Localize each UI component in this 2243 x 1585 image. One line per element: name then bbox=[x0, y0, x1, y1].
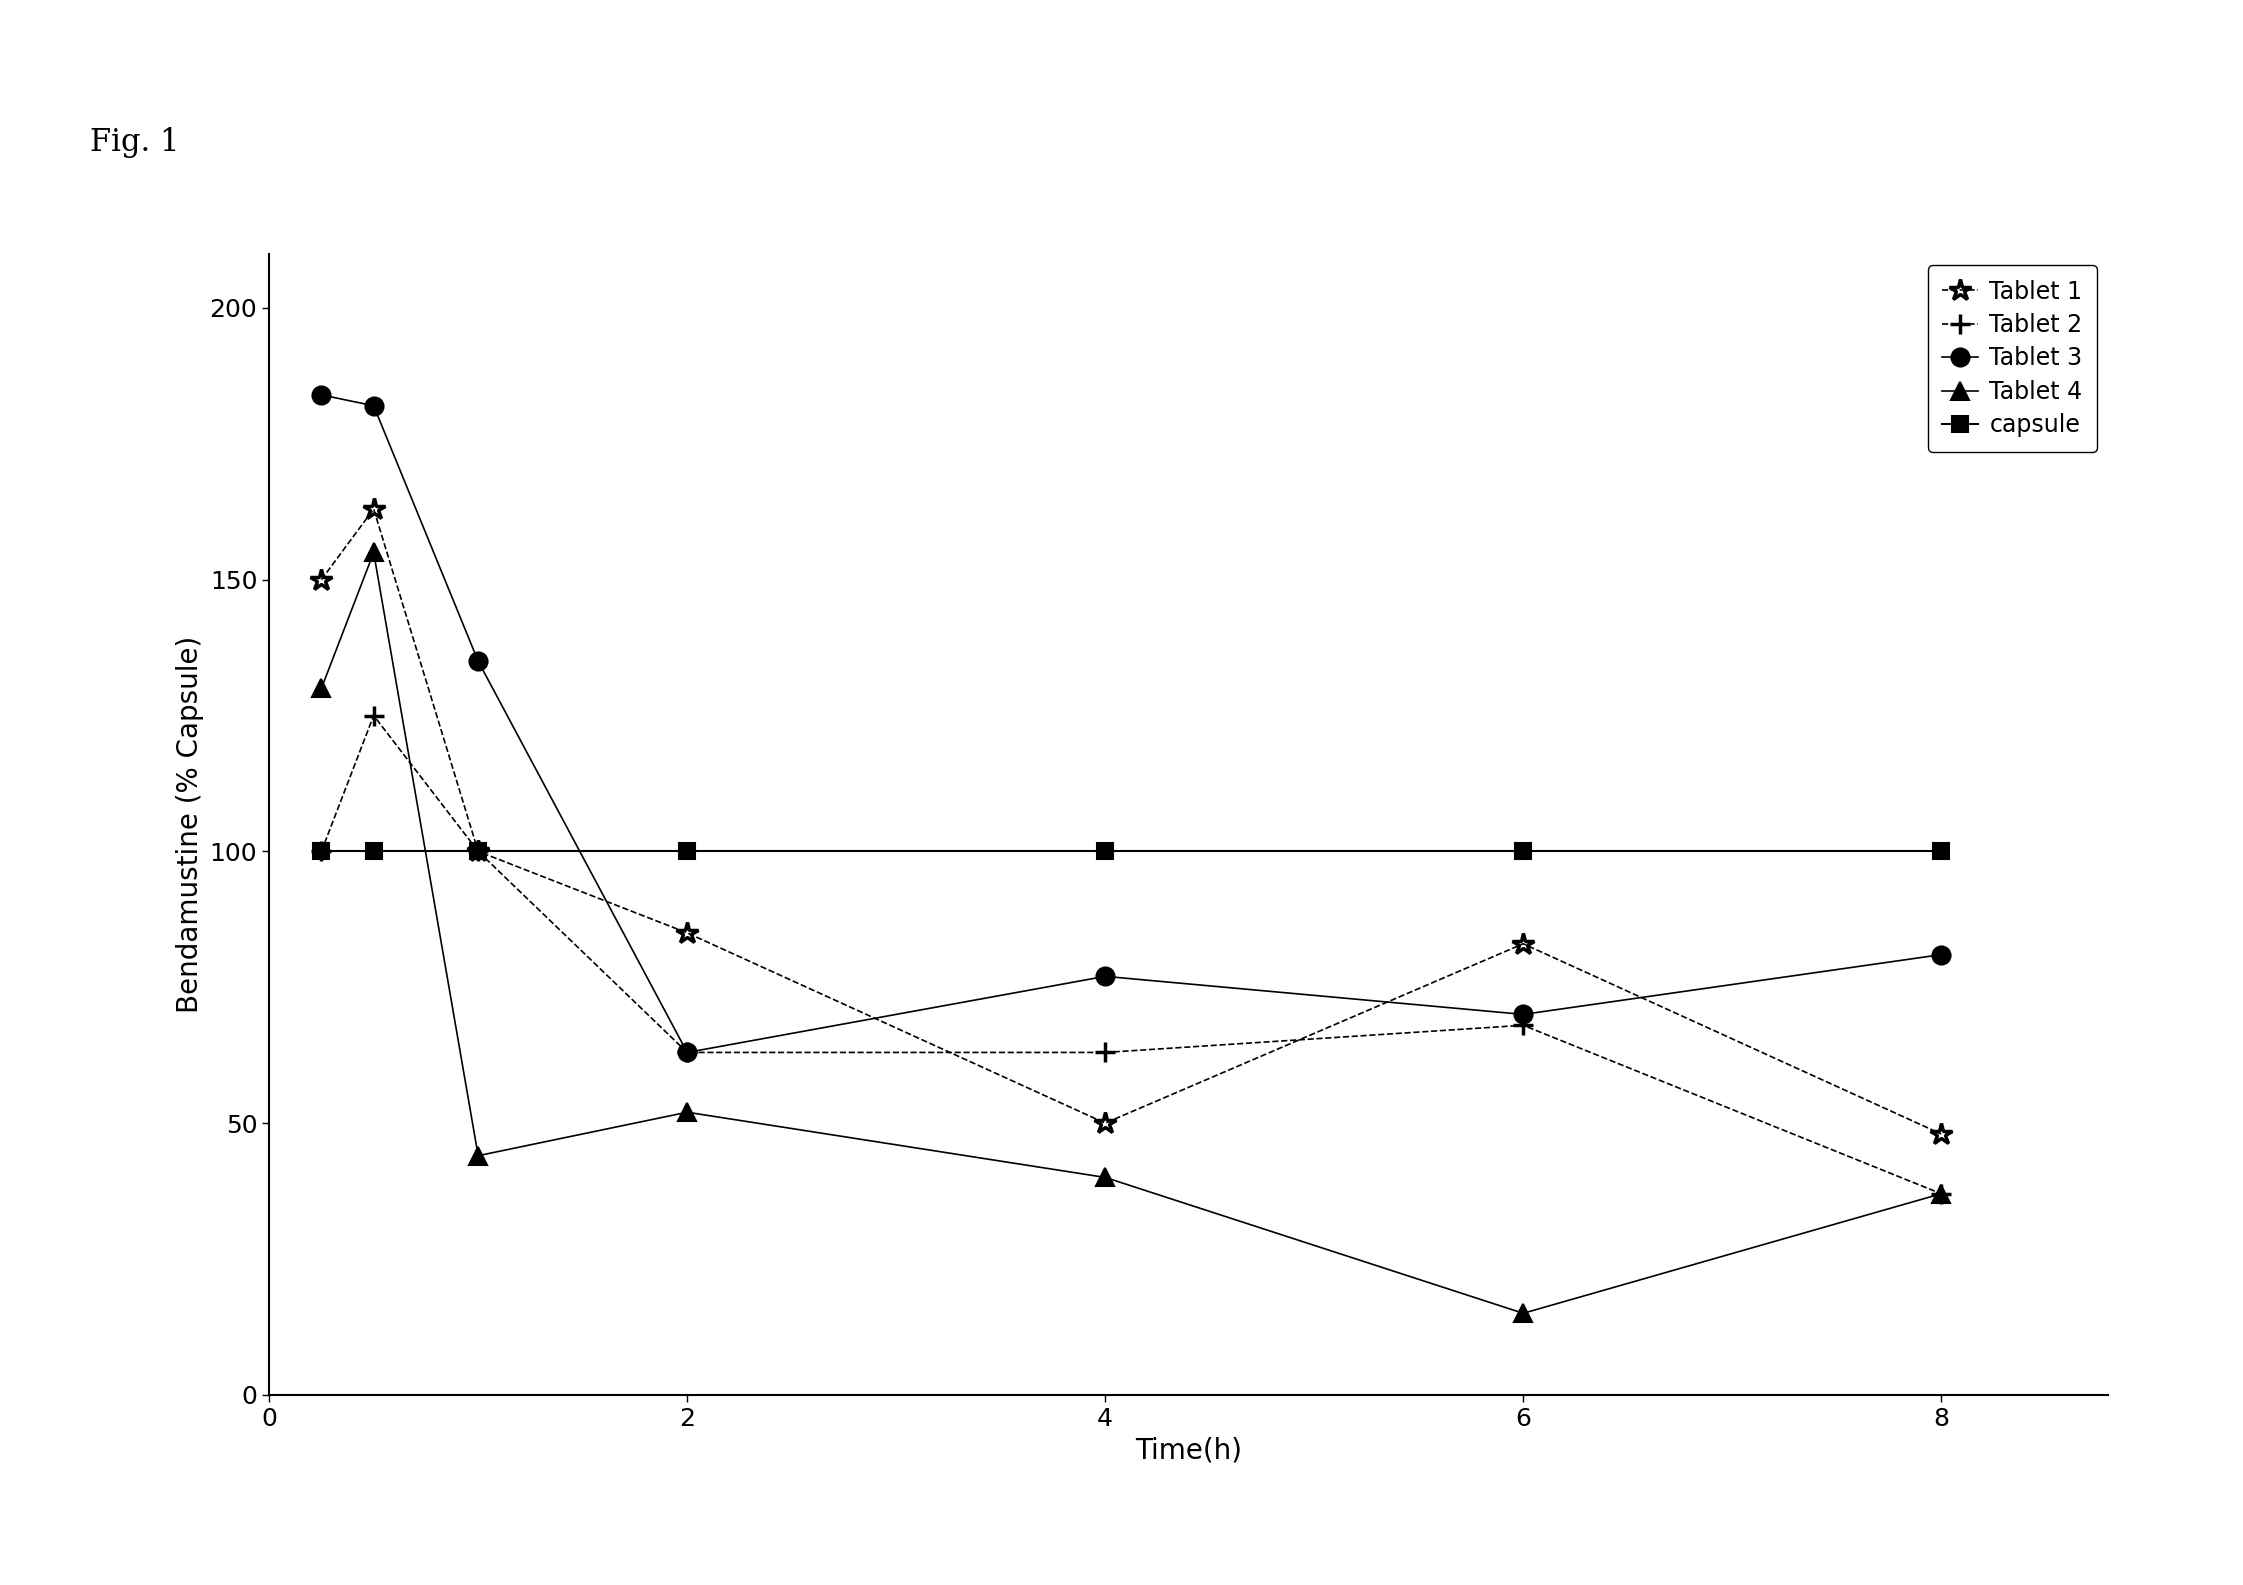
Text: Fig. 1: Fig. 1 bbox=[90, 127, 179, 158]
Tablet 2 bbox=[361, 705, 388, 724]
Line: Tablet 4: Tablet 4 bbox=[312, 544, 1949, 1322]
capsule bbox=[673, 842, 700, 861]
Tablet 4 bbox=[673, 1103, 700, 1122]
capsule bbox=[1092, 842, 1119, 861]
Tablet 4 bbox=[1927, 1184, 1954, 1203]
Tablet 3 bbox=[464, 651, 491, 670]
Line: Tablet 3: Tablet 3 bbox=[312, 385, 1949, 1062]
capsule bbox=[307, 842, 334, 861]
Tablet 1 bbox=[673, 924, 700, 943]
Legend: Tablet 1, Tablet 2, Tablet 3, Tablet 4, capsule: Tablet 1, Tablet 2, Tablet 3, Tablet 4, … bbox=[1929, 265, 2097, 452]
Tablet 1 bbox=[1927, 1124, 1954, 1143]
Tablet 3 bbox=[1927, 945, 1954, 964]
Tablet 1 bbox=[1510, 934, 1536, 953]
capsule bbox=[1927, 842, 1954, 861]
Tablet 1 bbox=[1092, 1114, 1119, 1133]
Tablet 2 bbox=[464, 842, 491, 861]
Tablet 2 bbox=[673, 1043, 700, 1062]
Tablet 3 bbox=[673, 1043, 700, 1062]
capsule bbox=[361, 842, 388, 861]
Tablet 2 bbox=[307, 842, 334, 861]
Tablet 4 bbox=[307, 678, 334, 697]
X-axis label: Time(h): Time(h) bbox=[1135, 1436, 1243, 1465]
Tablet 2 bbox=[1927, 1184, 1954, 1203]
Tablet 4 bbox=[464, 1146, 491, 1165]
Line: Tablet 2: Tablet 2 bbox=[312, 705, 1951, 1203]
Line: capsule: capsule bbox=[314, 843, 1949, 859]
Tablet 2 bbox=[1092, 1043, 1119, 1062]
Tablet 2 bbox=[1510, 1016, 1536, 1035]
Tablet 3 bbox=[1092, 967, 1119, 986]
Tablet 4 bbox=[361, 544, 388, 563]
Tablet 1 bbox=[361, 499, 388, 518]
Tablet 3 bbox=[361, 396, 388, 415]
Tablet 3 bbox=[1510, 1005, 1536, 1024]
capsule bbox=[464, 842, 491, 861]
Tablet 3 bbox=[307, 385, 334, 404]
Line: Tablet 1: Tablet 1 bbox=[310, 498, 1951, 1144]
capsule bbox=[1510, 842, 1536, 861]
Tablet 1 bbox=[464, 842, 491, 861]
Tablet 4 bbox=[1092, 1168, 1119, 1187]
Tablet 1 bbox=[307, 571, 334, 590]
Tablet 4 bbox=[1510, 1304, 1536, 1323]
Y-axis label: Bendamustine (% Capsule): Bendamustine (% Capsule) bbox=[175, 636, 204, 1013]
